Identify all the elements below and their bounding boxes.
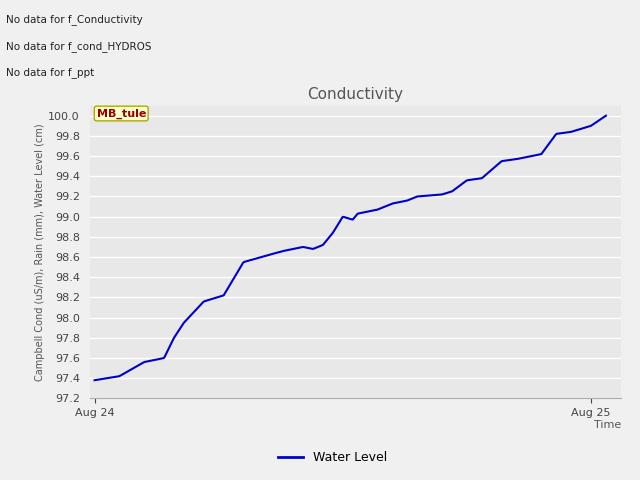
Text: No data for f_cond_HYDROS: No data for f_cond_HYDROS [6,41,152,52]
Legend: Water Level: Water Level [273,446,392,469]
Text: MB_tule: MB_tule [97,108,146,119]
X-axis label: Time: Time [593,420,621,430]
Text: No data for f_Conductivity: No data for f_Conductivity [6,14,143,25]
Y-axis label: Campbell Cond (uS/m), Rain (mm), Water Level (cm): Campbell Cond (uS/m), Rain (mm), Water L… [35,123,45,381]
Text: No data for f_ppt: No data for f_ppt [6,67,95,78]
Title: Conductivity: Conductivity [307,87,403,102]
